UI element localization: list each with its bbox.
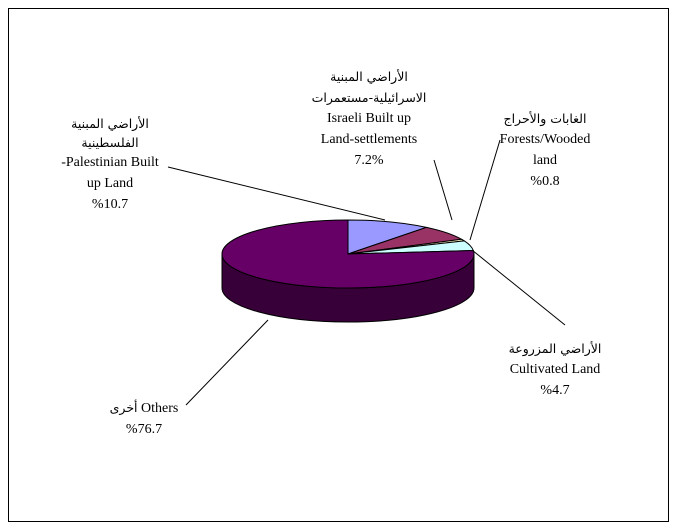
label-palestinian-value: %10.7: [91, 197, 129, 212]
label-forests-ar: الغابات والأحراج: [503, 111, 587, 126]
label-israeli-value: 7.2%: [354, 153, 384, 168]
leader-line-cultivated: [471, 249, 566, 326]
label-cultivated-en: Cultivated Land: [509, 362, 601, 377]
label-palestinian-en-2: up Land: [86, 176, 134, 191]
label-israeli-en-2: Land-settlements: [320, 132, 418, 147]
leader-line-others: [185, 319, 269, 406]
label-forests-value: %0.8: [530, 174, 560, 189]
label-palestinian-built: الأراضي المبنية الفلسطينية -Palestinian …: [20, 114, 200, 215]
label-forests-en-1: Forests/Wooded: [499, 132, 591, 147]
label-others-en: Others: [141, 401, 179, 416]
label-others-text: أخرى Others: [84, 397, 204, 419]
label-israeli-ar-2: الاسرائيلية-مستعمرات: [311, 90, 427, 105]
label-cultivated: الأراضي المزروعة Cultivated Land %4.7: [480, 338, 630, 401]
label-israeli-en-1: Israeli Built up: [327, 111, 411, 126]
label-palestinian-en-1: -Palestinian Built: [61, 155, 159, 170]
label-israeli-ar-1: الأراضي المبنية: [330, 69, 408, 84]
label-cultivated-value: %4.7: [540, 383, 570, 398]
label-palestinian-ar: الأراضي المبنية الفلسطينية: [71, 116, 149, 150]
leader-line-palestinian-built: [167, 166, 386, 221]
label-others-ar: أخرى: [109, 400, 138, 415]
pie-slice-palestinian-built: [347, 219, 429, 255]
pie-slice-others: [221, 219, 475, 289]
leader-line-forests: [469, 139, 501, 241]
label-forests-en-2: land: [532, 153, 558, 168]
label-israeli-built: الأراضي المبنية الاسرائيلية-مستعمرات Isr…: [284, 66, 454, 171]
label-cultivated-ar: الأراضي المزروعة: [508, 341, 602, 356]
label-forests: الغابات والأحراج Forests/Wooded land %0.…: [470, 108, 620, 192]
label-others-value: %76.7: [125, 422, 163, 437]
label-others: أخرى Others %76.7: [84, 397, 204, 440]
leader-line-israeli-built: [433, 159, 453, 221]
